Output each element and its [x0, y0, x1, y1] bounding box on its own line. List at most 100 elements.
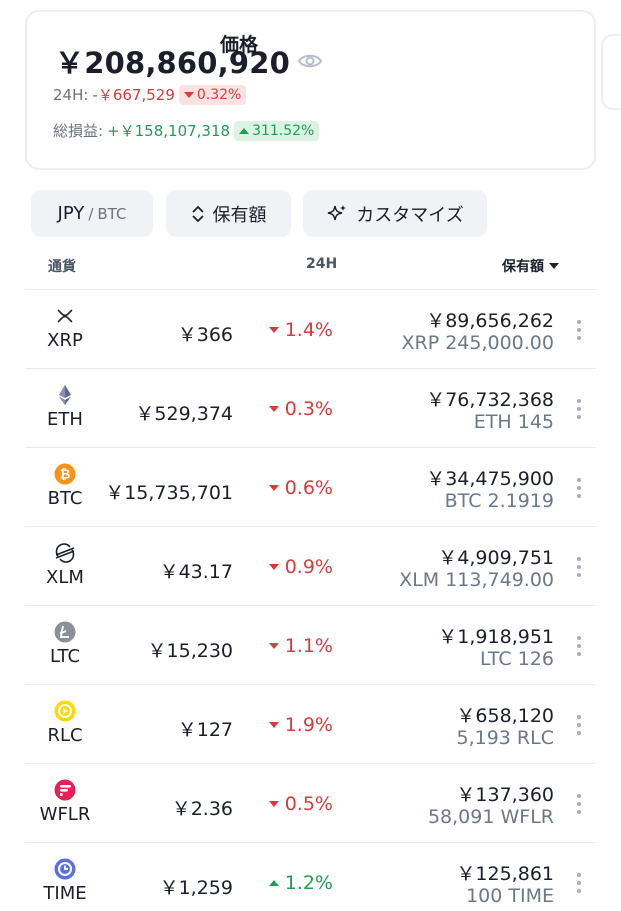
asset-holding-value: ￥137,360: [456, 784, 554, 806]
asset-holding-amount: XRP 245,000.00: [401, 332, 554, 354]
column-header-24h[interactable]: 24H: [306, 256, 338, 272]
rlc-icon: [54, 700, 76, 722]
column-header-holding[interactable]: 保有額: [502, 256, 559, 276]
svg-text:₿: ₿: [60, 468, 71, 483]
asset-row-xlm[interactable]: XLM ￥43.17 0.9% ￥4,909,751 XLM 113,749.0…: [25, 526, 596, 605]
xlm-icon: [54, 542, 76, 564]
currency-primary-label: JPY: [57, 203, 85, 224]
asset-holding-amount: XLM 113,749.00: [399, 569, 554, 591]
change-24h-row: 24H: -￥667,529 0.32%: [53, 84, 247, 105]
asset-change-value: 0.5%: [284, 793, 333, 815]
total-pnl-row: 総損益: +￥158,107,318 311.52%: [53, 120, 320, 141]
asset-row-wflr[interactable]: WFLR ￥2.36 0.5% ￥137,360 58,091 WFLR: [25, 763, 596, 842]
sort-desc-icon: [549, 263, 559, 269]
asset-change: 0.9%: [265, 556, 333, 578]
asset-row-rlc[interactable]: RLC ￥127 1.9% ￥658,120 5,193 RLC: [25, 684, 596, 763]
down-arrow-icon: [183, 91, 194, 98]
asset-change-value: 0.3%: [284, 398, 333, 420]
total-pnl-pct: 311.52%: [252, 122, 315, 139]
asset-change-value: 0.6%: [284, 477, 333, 499]
asset-holding-amount: 58,091 WFLR: [427, 806, 554, 828]
asset-symbol: BTC: [47, 488, 83, 509]
asset-change-value: 1.9%: [284, 714, 333, 736]
up-arrow-icon: [239, 127, 250, 134]
asset-price: ￥529,374: [135, 403, 233, 425]
down-arrow-icon: [268, 722, 279, 728]
asset-price: ￥15,230: [147, 640, 233, 662]
balance-row: ￥208,860,920: [55, 40, 323, 82]
btc-icon: ₿: [54, 463, 76, 485]
change-24h-label: 24H:: [53, 85, 89, 104]
asset-row-ltc[interactable]: LTC ￥15,230 1.1% ￥1,918,951 LTC 126: [25, 605, 596, 684]
total-pnl-label: 総損益:: [53, 122, 104, 140]
asset-row-btc[interactable]: ₿ BTC ￥15,735,701 0.6% ￥34,475,900 BTC 2…: [25, 447, 596, 526]
total-pnl-value: +￥158,107,318: [107, 122, 231, 140]
currency-secondary-label: BTC: [97, 204, 127, 223]
column-header-currency[interactable]: 通貨: [48, 259, 76, 275]
sparkle-icon: [328, 204, 347, 220]
asset-change-value: 1.4%: [284, 319, 333, 341]
asset-change: 1.4%: [265, 319, 333, 341]
asset-price: ￥43.17: [159, 561, 233, 583]
asset-holding-value: ￥34,475,900: [426, 468, 554, 490]
more-options-icon[interactable]: [576, 715, 582, 735]
asset-price: ￥127: [177, 719, 233, 741]
time-icon: [54, 858, 76, 880]
down-arrow-icon: [268, 801, 279, 807]
asset-change: 1.2%: [265, 872, 333, 894]
asset-symbol: RLC: [47, 725, 83, 746]
customize-button[interactable]: カスタマイズ: [303, 190, 487, 237]
asset-row-xrp[interactable]: XRP ￥366 1.4% ￥89,656,262 XRP 245,000.00: [25, 289, 596, 368]
column-header-price[interactable]: 価格: [219, 34, 258, 56]
asset-holding-value: ￥4,909,751: [438, 547, 554, 569]
sort-button[interactable]: 保有額: [166, 190, 291, 237]
asset-change: 0.3%: [265, 398, 333, 420]
asset-holding-value: ￥76,732,368: [426, 389, 554, 411]
eth-icon: [54, 384, 76, 406]
total-pnl-badge: 311.52%: [234, 120, 320, 141]
asset-holding-amount: BTC 2.1919: [444, 490, 554, 512]
next-card-edge[interactable]: [601, 34, 621, 110]
more-options-icon[interactable]: [576, 478, 582, 498]
more-options-icon[interactable]: [576, 557, 582, 577]
asset-price: ￥366: [177, 324, 233, 346]
asset-change-value: 0.9%: [284, 556, 333, 578]
asset-change: 1.9%: [265, 714, 333, 736]
customize-label: カスタマイズ: [356, 204, 464, 226]
down-arrow-icon: [268, 327, 279, 333]
down-arrow-icon: [268, 406, 279, 412]
more-options-icon[interactable]: [576, 636, 582, 656]
xrp-icon: [54, 305, 76, 327]
currency-toggle-button[interactable]: JPY / BTC: [31, 190, 153, 237]
ltc-icon: [54, 621, 76, 643]
asset-holding-value: ￥1,918,951: [438, 626, 554, 648]
asset-row-eth[interactable]: ETH ￥529,374 0.3% ￥76,732,368 ETH 145: [25, 368, 596, 447]
sort-icon: [191, 205, 204, 222]
wflr-icon: [54, 779, 76, 801]
asset-change: 1.1%: [265, 635, 333, 657]
asset-price: ￥2.36: [171, 798, 233, 820]
total-balance: ￥208,860,920: [55, 46, 291, 80]
up-arrow-icon: [268, 880, 279, 886]
asset-symbol: XLM: [46, 567, 84, 588]
more-options-icon[interactable]: [576, 794, 582, 814]
asset-symbol: ETH: [47, 409, 83, 430]
asset-change: 0.5%: [265, 793, 333, 815]
asset-price: ￥1,259: [159, 877, 233, 899]
currency-separator: /: [88, 204, 94, 223]
asset-symbol: TIME: [43, 883, 87, 904]
change-24h-value: -￥667,529: [92, 86, 175, 104]
more-options-icon[interactable]: [576, 320, 582, 340]
asset-symbol: WFLR: [39, 804, 91, 825]
more-options-icon[interactable]: [576, 399, 582, 419]
change-24h-badge: 0.32%: [178, 84, 247, 105]
asset-holding-value: ￥125,861: [456, 863, 554, 885]
asset-holding-value: ￥89,656,262: [426, 310, 554, 332]
more-options-icon[interactable]: [576, 873, 582, 893]
asset-list: XRP ￥366 1.4% ￥89,656,262 XRP 245,000.00…: [25, 289, 596, 911]
asset-price: ￥15,735,701: [105, 482, 233, 504]
asset-symbol: XRP: [47, 330, 83, 351]
asset-row-time[interactable]: TIME ￥1,259 1.2% ￥125,861 100 TIME: [25, 842, 596, 911]
eye-icon[interactable]: [297, 52, 323, 70]
asset-holding-amount: 100 TIME: [466, 885, 554, 907]
